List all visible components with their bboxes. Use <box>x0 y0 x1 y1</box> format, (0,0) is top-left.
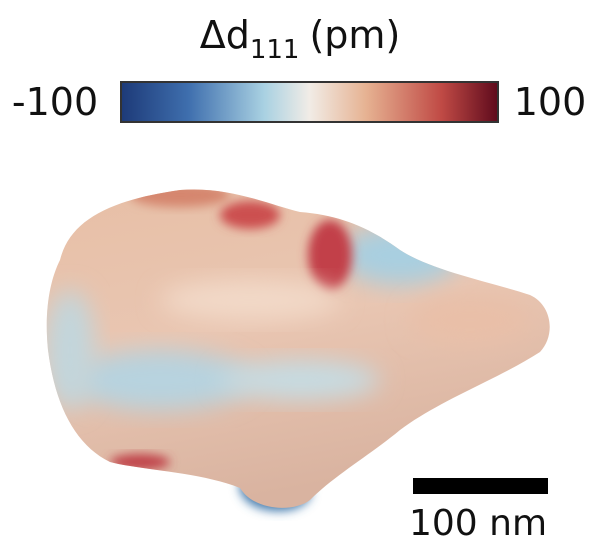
colorbar-title: Δd111 (pm) <box>200 13 401 65</box>
nanoparticle-render <box>46 189 550 511</box>
scale-bar-label: 100 nm <box>409 503 547 544</box>
scale-bar <box>413 478 548 494</box>
colorbar-min: -100 <box>12 80 98 124</box>
colorbar <box>120 81 499 123</box>
colorbar-max: 100 <box>514 80 587 124</box>
